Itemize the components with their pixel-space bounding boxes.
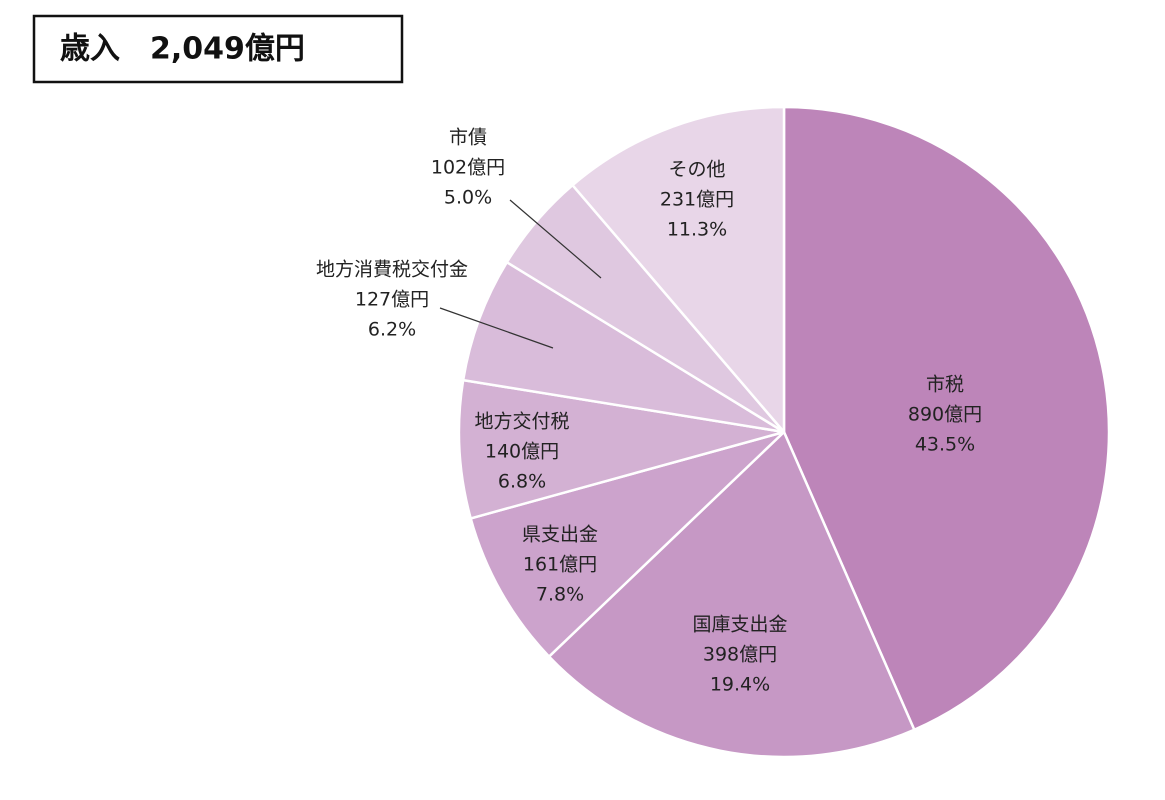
percent-label: 43.5% — [915, 434, 975, 456]
percent-label: 5.0% — [444, 187, 492, 209]
value-label: 398億円 — [703, 644, 777, 666]
pie-slice — [457, 378, 785, 520]
percent-label: 19.4% — [710, 674, 770, 696]
leader-line — [509, 199, 602, 279]
slice-name: 地方交付税 — [474, 411, 569, 433]
value-label: 231億円 — [660, 189, 734, 211]
title-box — [32, 14, 404, 84]
pie-slice — [782, 105, 1111, 732]
pie-slice — [547, 429, 916, 759]
slice-name: 県支出金 — [522, 524, 598, 546]
chart-title: 歳入 2,049億円 — [60, 32, 305, 67]
slice-name: 市債 — [449, 127, 487, 149]
percent-label: 7.8% — [536, 584, 584, 606]
pie-slice — [570, 105, 786, 436]
percent-label: 6.8% — [498, 471, 546, 493]
slice-name: 地方消費税交付金 — [316, 259, 468, 281]
value-label: 127億円 — [355, 289, 429, 311]
percent-label: 11.3% — [667, 219, 727, 241]
pie-slice — [461, 260, 785, 434]
value-label: 140億円 — [485, 441, 559, 463]
leader-line — [439, 307, 554, 349]
percent-label: 6.2% — [368, 319, 416, 341]
value-label: 161億円 — [523, 554, 597, 576]
slice-name: 国庫支出金 — [692, 614, 787, 636]
slice-name: 市税 — [926, 374, 964, 396]
value-label: 102億円 — [431, 157, 505, 179]
slice-name: その他 — [668, 159, 725, 181]
pie-slice — [469, 430, 785, 659]
value-label: 890億円 — [908, 404, 982, 426]
